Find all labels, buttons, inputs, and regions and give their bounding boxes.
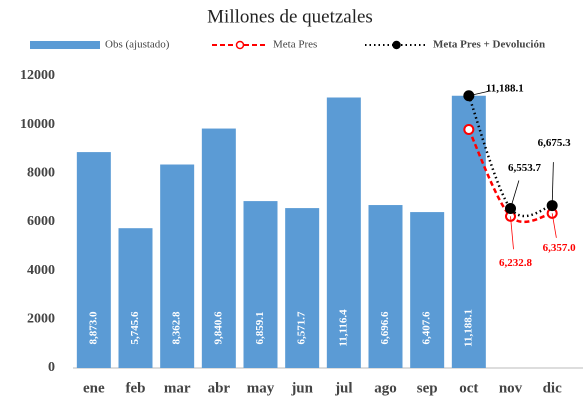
value-label: 5,745.6 (129, 311, 141, 345)
bar (201, 128, 236, 368)
leader-line (510, 180, 520, 209)
value-label: 11,116.4 (337, 309, 349, 347)
y-tick-label: 12000 (20, 68, 55, 83)
value-label: 6,553.7 (508, 162, 542, 174)
bar (368, 205, 403, 368)
x-tick-label: ago (374, 380, 397, 396)
leader-line (468, 90, 491, 97)
leader-line (510, 216, 514, 250)
bar (160, 164, 195, 368)
x-tick-label: may (247, 380, 275, 396)
x-tick-label: jul (334, 380, 353, 396)
value-label: 6,357.0 (543, 242, 577, 254)
legend-marker (235, 40, 245, 50)
y-tick-label: 10000 (20, 117, 55, 132)
bar (118, 228, 153, 368)
legend-label: Obs (ajustado) (105, 39, 170, 51)
value-label: 11,188.1 (462, 309, 474, 347)
x-tick-label: oct (459, 380, 478, 396)
bar (243, 201, 278, 368)
y-tick-label: 2000 (27, 312, 55, 327)
legend-label: Meta Pres + Devolución (433, 39, 545, 51)
value-label: 6,232.8 (499, 257, 533, 269)
x-tick-label: mar (164, 380, 191, 396)
value-label: 8,362.8 (171, 311, 183, 345)
value-label: 9,840.6 (212, 311, 224, 345)
value-label: 6,571.7 (296, 311, 308, 345)
bar (451, 95, 486, 369)
bar (76, 152, 111, 368)
value-label: 8,873.0 (87, 311, 99, 345)
chart-title: Millones de quetzales (207, 6, 373, 27)
bar (410, 212, 445, 368)
value-label: 6,859.1 (254, 312, 266, 345)
bar (285, 208, 320, 368)
leader-line (551, 213, 557, 238)
value-label: 6,407.6 (421, 311, 433, 345)
x-tick-label: feb (126, 380, 146, 396)
y-tick-label: 4000 (27, 263, 55, 278)
x-tick-label: nov (499, 380, 523, 396)
x-tick-label: sep (417, 380, 438, 396)
legend-label: Meta Pres (273, 39, 317, 51)
x-tick-label: dic (543, 380, 563, 396)
x-tick-label: jun (290, 380, 313, 396)
line (467, 95, 553, 218)
y-tick-label: 0 (48, 360, 55, 375)
marker (463, 124, 475, 136)
legend-marker (392, 40, 401, 50)
value-label: 11,188.1 (486, 82, 524, 94)
x-tick-label: ene (83, 380, 105, 396)
y-tick-label: 6000 (27, 214, 55, 229)
bar (326, 97, 361, 369)
value-label: 6,675.3 (538, 137, 572, 149)
x-tick-label: abr (208, 380, 231, 396)
leader-line (551, 162, 554, 206)
value-label: 6,696.6 (379, 311, 391, 345)
y-tick-label: 8000 (27, 166, 55, 181)
legend-swatch (30, 41, 100, 49)
